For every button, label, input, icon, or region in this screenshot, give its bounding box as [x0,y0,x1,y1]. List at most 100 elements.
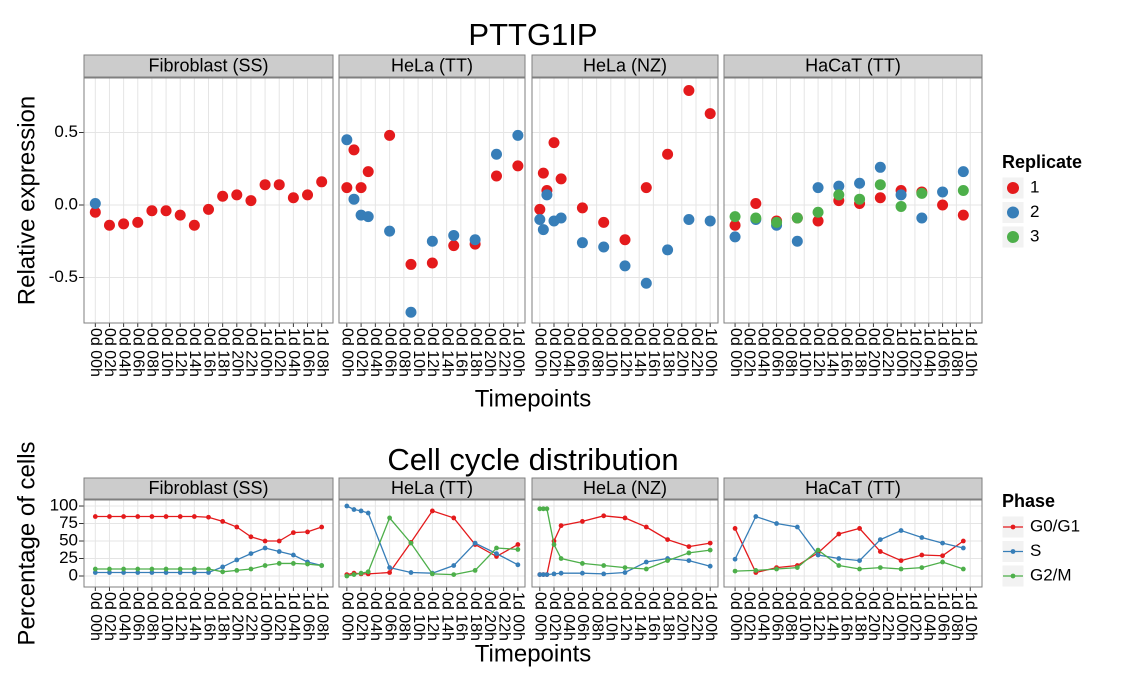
point [662,148,674,160]
x-tick-label: 0d 14h [438,592,455,641]
point [217,190,229,202]
x-tick-label: 0d 16h [453,328,470,377]
point [686,550,692,556]
point [854,177,866,189]
x-tick-label: 0d 08h [396,328,413,377]
point [135,566,141,572]
x-tick-label: 0d 10h [603,328,620,377]
strip-label: HaCaT (TT) [805,478,901,498]
x-tick-label: 0d 16h [200,592,217,641]
x-tick-label: 1d 00h [893,328,910,377]
point [815,552,821,558]
point [534,213,546,225]
point [794,524,800,530]
x-tick-label: 0d 20h [865,592,882,641]
point [494,551,499,557]
legend-label: G2/M [1030,565,1072,584]
point [290,552,296,558]
point [540,506,546,512]
point [601,571,607,577]
x-tick-label: 1d 02h [907,592,924,641]
point [895,189,907,201]
x-tick-label: 0d 22h [879,328,896,377]
point [348,193,360,205]
x-tick-label: 0d 22h [688,592,705,641]
panel-border [531,499,719,588]
x-tick-label: 1d 06h [299,328,316,377]
point [877,549,883,554]
point [580,519,585,524]
point [857,558,862,564]
point [643,566,649,572]
point [960,545,966,551]
legend-title: Phase [1002,491,1055,511]
point [92,514,98,519]
point [365,510,371,516]
point [919,552,925,558]
x-tick-label: 0d 18h [851,328,868,377]
point [206,514,211,520]
x-tick-label: 0d 06h [381,328,398,377]
x-tick-label: 0d 06h [574,328,591,377]
point [206,570,211,575]
point [362,211,374,223]
point [177,566,183,572]
point [121,566,127,572]
point [384,129,396,141]
x-tick-label: 0d 06h [768,328,785,377]
point [940,559,945,565]
x-tick-label: 0d 00h [727,328,744,377]
point [558,556,564,561]
point [877,537,883,543]
point [358,508,364,514]
point [619,234,631,246]
x-tick-label: 1d 02h [271,328,288,377]
point [541,189,553,201]
point [262,545,268,551]
x-tick-label: 0d 06h [130,328,147,377]
point [358,570,364,576]
point [191,514,197,519]
x-tick-label: 0d 00h [532,592,549,641]
point [686,558,692,564]
point [512,160,524,172]
point [262,538,268,544]
point [160,205,172,217]
point [387,570,392,575]
strip-label: HeLa (NZ) [583,478,667,498]
x-tick-label: 1d 00h [257,592,274,641]
point [118,218,130,230]
point [262,563,268,568]
point [643,524,649,530]
x-tick-label: 0d 20h [481,592,498,641]
x-tick-label: 0d 06h [130,592,147,641]
point [640,182,652,194]
x-tick-label: 1d 08h [313,592,330,641]
panel-border [83,77,334,324]
x-tick-label: 0d 00h [727,592,744,641]
x-tick-label: 0d 06h [768,592,785,641]
panel-border [723,499,983,588]
panel-border [338,499,526,588]
y-axis-label: Relative expression [13,96,40,305]
point [576,237,588,249]
point [177,514,183,519]
point [558,570,564,576]
point [683,84,695,96]
legend-label: S [1030,541,1041,560]
x-tick-label: 0d 14h [186,592,203,641]
point [472,540,478,546]
point [704,215,716,227]
point [103,219,115,231]
strip-label: Fibroblast (SS) [148,478,268,498]
point [555,173,567,185]
point [622,565,628,571]
strip [338,54,526,78]
point [429,508,435,514]
point [163,566,169,572]
x-tick-label: 0d 20h [229,328,246,377]
point [540,572,546,578]
x-tick-label: 0d 06h [574,592,591,641]
x-tick-label: 0d 18h [851,592,868,641]
